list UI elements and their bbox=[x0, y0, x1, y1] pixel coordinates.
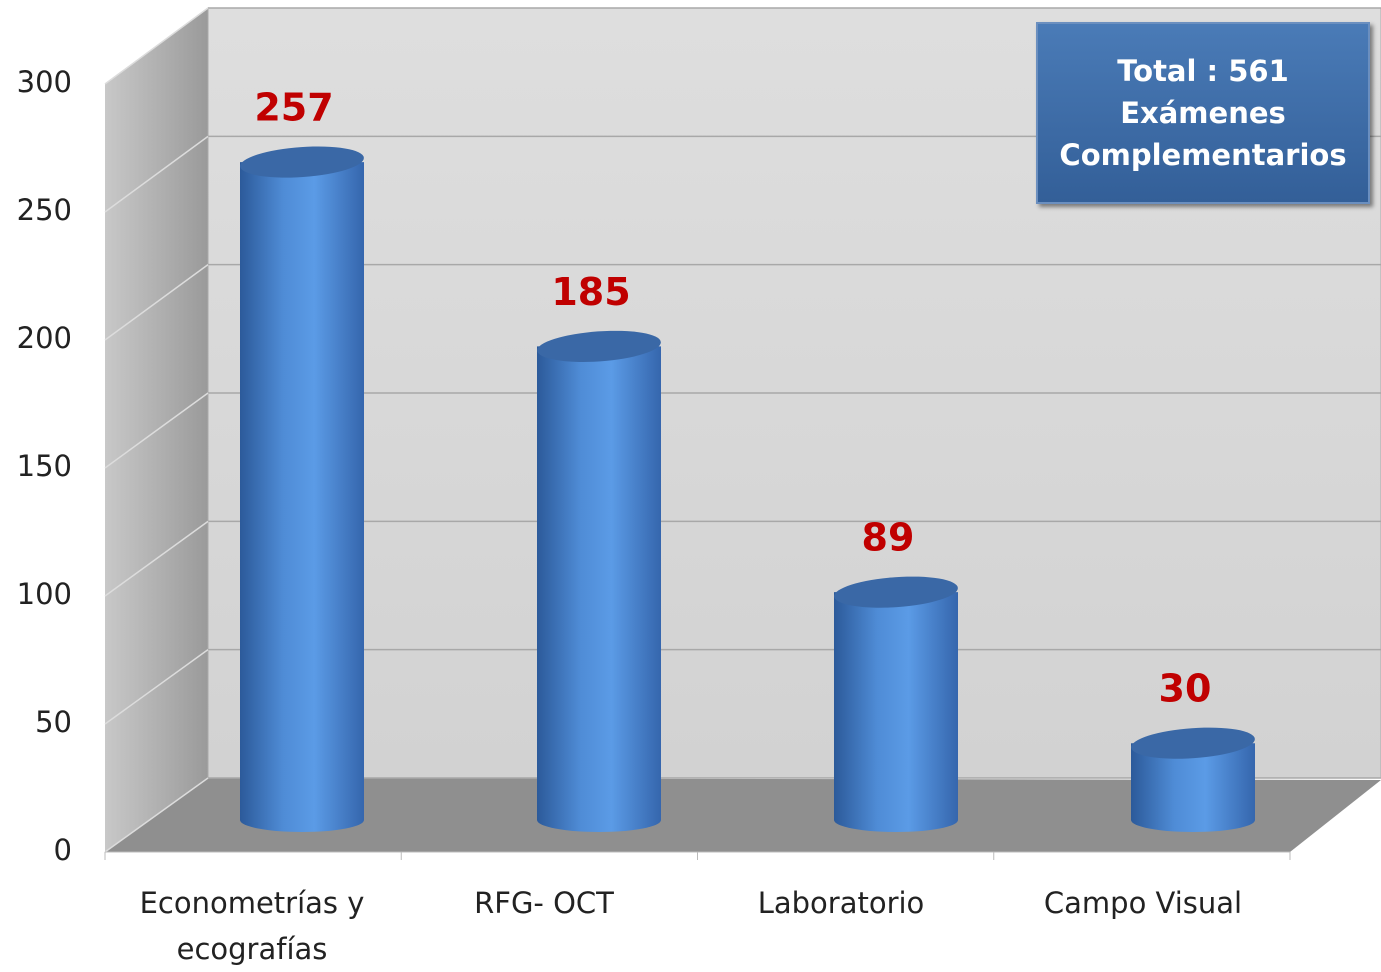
total-box: Total : 561 Exámenes Complementarios bbox=[1036, 22, 1370, 204]
y-tick-label: 50 bbox=[35, 705, 72, 739]
value-label: 30 bbox=[1159, 667, 1212, 711]
grid-line-side bbox=[104, 777, 209, 853]
value-label: 257 bbox=[254, 86, 333, 130]
bar bbox=[1131, 743, 1255, 832]
grid-line-side bbox=[104, 392, 209, 469]
y-tick-label: 300 bbox=[17, 65, 72, 99]
annotation-line: Complementarios bbox=[1059, 138, 1347, 172]
x-tick-label: Econometrías y ecografías bbox=[139, 886, 365, 966]
annotation-line: Total : 561 bbox=[1117, 54, 1289, 88]
bar bbox=[537, 346, 661, 832]
bar-top bbox=[1131, 727, 1255, 759]
value-label: 89 bbox=[862, 516, 915, 560]
bar-top bbox=[834, 576, 958, 608]
bar bbox=[240, 162, 364, 832]
y-tick-label: 250 bbox=[17, 193, 72, 227]
y-tick-label: 200 bbox=[17, 321, 72, 355]
floor bbox=[105, 778, 1381, 852]
y-tick-label: 150 bbox=[17, 449, 72, 483]
grid-line-side bbox=[104, 649, 209, 725]
x-tick-label: Laboratorio bbox=[757, 886, 925, 920]
grid-line-side bbox=[104, 7, 209, 85]
bar-top bbox=[240, 146, 364, 178]
y-tick-label: 100 bbox=[17, 577, 72, 611]
y-tick-label: 0 bbox=[54, 833, 72, 867]
bar-top bbox=[537, 330, 661, 362]
annotation-line: Exámenes bbox=[1120, 96, 1286, 130]
grid-line-side bbox=[104, 135, 209, 213]
x-tick-label: RFG- OCT bbox=[474, 886, 614, 920]
grid-line-side bbox=[104, 264, 209, 341]
bar bbox=[834, 592, 958, 832]
grid-line-side bbox=[104, 520, 209, 597]
value-label: 185 bbox=[551, 270, 630, 314]
x-tick-label: Campo Visual bbox=[1043, 886, 1243, 920]
